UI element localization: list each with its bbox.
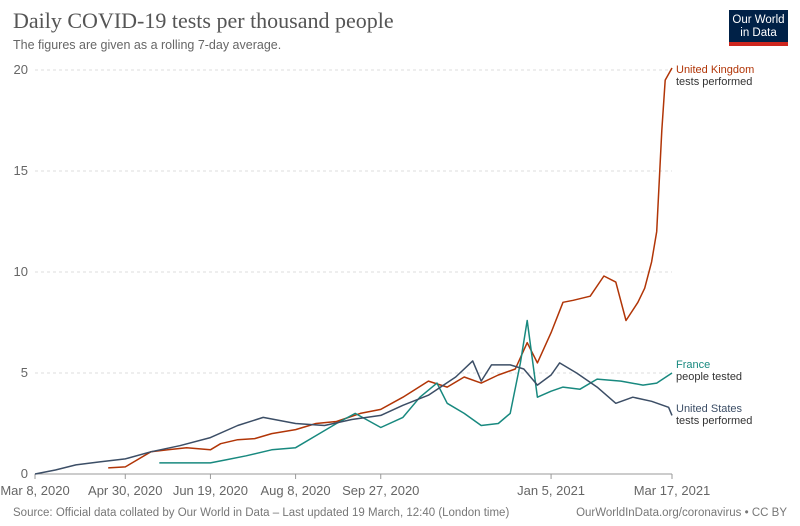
y-tick-label: 0 — [21, 466, 28, 481]
x-tick-label: Apr 30, 2020 — [88, 483, 162, 498]
series-line-united-states[interactable] — [34, 360, 673, 475]
y-axis-ticks: 0 5 10 15 20 — [14, 62, 28, 481]
x-tick-label: Mar 17, 2021 — [634, 483, 711, 498]
x-axis-ticks: Mar 8, 2020 Apr 30, 2020 Jun 19, 2020 Aug 8… — [0, 474, 710, 498]
series-note-united-kingdom: tests performed — [676, 76, 752, 88]
y-tick-label: 5 — [21, 365, 28, 380]
series-name-united-kingdom: United Kingdom — [676, 64, 754, 76]
series-lines[interactable] — [34, 67, 673, 475]
owid-logo[interactable]: Our World in Data — [729, 10, 788, 46]
x-tick-label: Jun 19, 2020 — [173, 483, 248, 498]
logo-line-1: Our World — [732, 14, 785, 26]
source-url[interactable]: OurWorldInData.org/coronavirus • CC BY — [576, 507, 787, 519]
logo-line-2: in Data — [740, 27, 777, 39]
x-tick-label: Aug 8, 2020 — [261, 483, 331, 498]
series-note-united-states: tests performed — [676, 415, 752, 427]
chart-subtitle: The figures are given as a rolling 7-day… — [13, 38, 282, 52]
series-name-united-states: United States — [676, 403, 743, 415]
x-tick-label: Sep 27, 2020 — [342, 483, 419, 498]
chart-title: Daily COVID-19 tests per thousand people — [13, 8, 394, 33]
series-name-france: France — [676, 359, 710, 371]
source-note: Source: Official data collated by Our Wo… — [13, 507, 510, 519]
y-tick-label: 10 — [14, 264, 28, 279]
y-tick-label: 20 — [14, 62, 28, 77]
series-note-france: people tested — [676, 371, 742, 383]
series-line-france[interactable] — [159, 319, 673, 464]
y-tick-label: 15 — [14, 163, 28, 178]
x-tick-label: Mar 8, 2020 — [0, 483, 69, 498]
gridlines — [35, 69, 672, 475]
x-tick-label: Jan 5, 2021 — [517, 483, 585, 498]
series-line-united-kingdom[interactable] — [108, 67, 673, 469]
